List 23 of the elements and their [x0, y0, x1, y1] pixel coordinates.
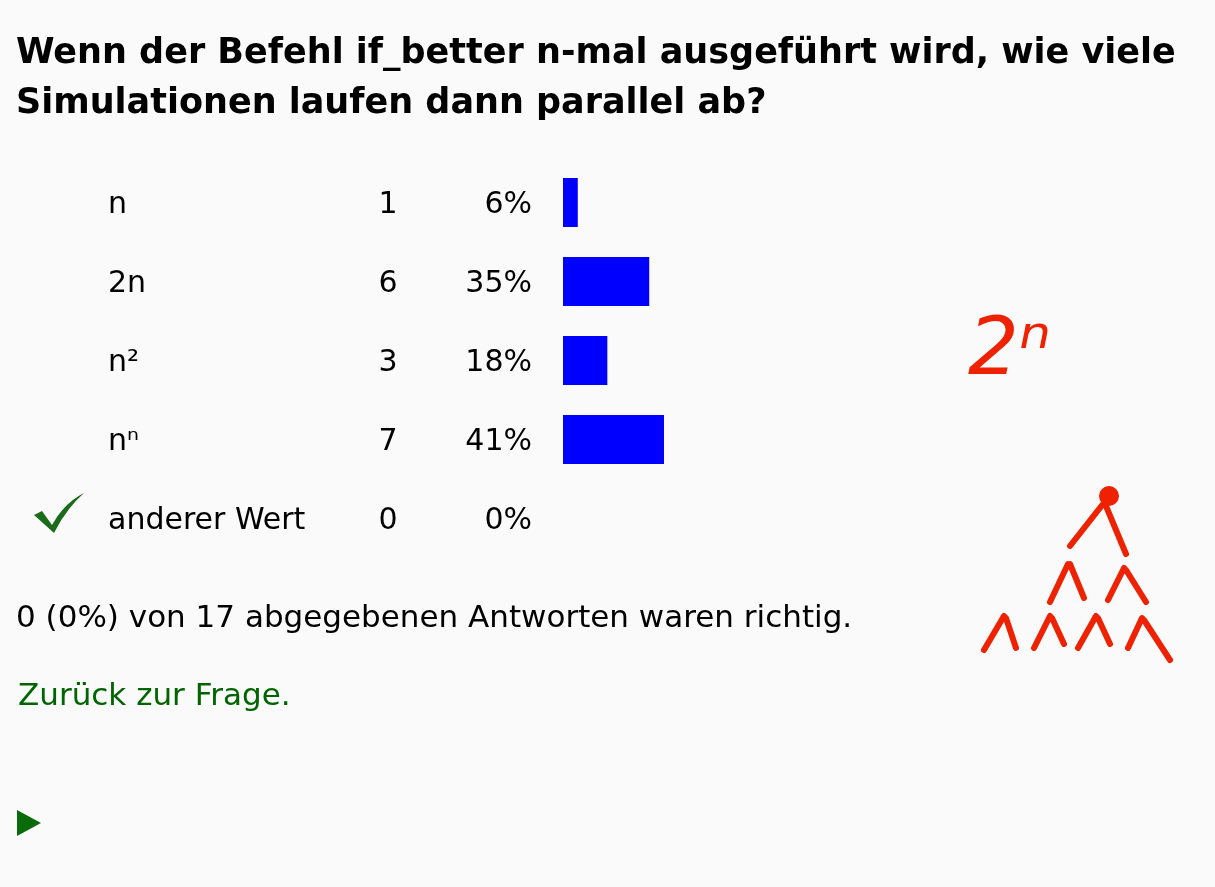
text: 7	[378, 421, 398, 457]
text: Zurück zur Frage.	[18, 676, 291, 712]
data-label: 0%	[484, 500, 532, 536]
text: 0	[378, 500, 398, 536]
text: 1	[378, 184, 398, 220]
text: 2ⁿ	[968, 300, 1051, 393]
chart-title: Wenn der Befehl if_better n-mal ausgeführt wird, wie viele Simulationen laufen dann parallel ab?	[16, 30, 1177, 123]
bar	[563, 336, 608, 385]
y-tick-label: 2n	[108, 263, 147, 299]
data-label: 35%	[465, 263, 532, 299]
y-tick-label: n	[108, 184, 128, 220]
y-tick-label: anderer Wert	[108, 500, 306, 536]
bar	[563, 178, 578, 227]
text: 3	[378, 342, 398, 378]
data-label: 6%	[484, 184, 532, 220]
text: 0 (0%) von 17 abgegebenen Antworten waren richtig.	[16, 598, 853, 634]
text: 6	[378, 263, 398, 299]
bar	[563, 257, 650, 306]
y-tick-label: nⁿ	[108, 421, 139, 457]
data-label: 41%	[465, 421, 532, 457]
data-label: 18%	[465, 342, 532, 378]
y-tick-label: n²	[108, 342, 140, 378]
bar	[563, 415, 664, 464]
